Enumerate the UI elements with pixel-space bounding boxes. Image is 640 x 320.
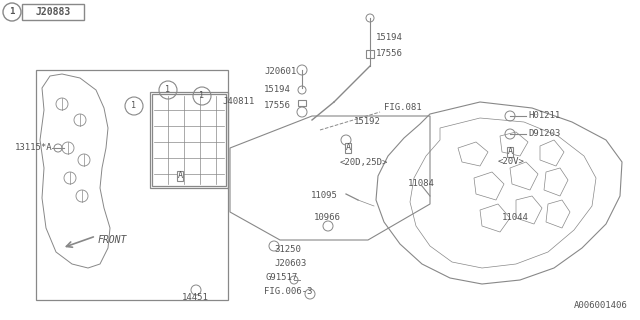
Text: 10966: 10966: [314, 213, 341, 222]
Text: D91203: D91203: [528, 130, 560, 139]
Text: 15192: 15192: [354, 117, 381, 126]
Text: 11084: 11084: [408, 180, 435, 188]
Bar: [22, 4, 84, 20]
Bar: [298, 100, 306, 106]
Text: 1: 1: [166, 85, 170, 94]
Text: FIG.081: FIG.081: [384, 103, 422, 113]
Text: 15194: 15194: [264, 85, 291, 94]
Text: 11095: 11095: [311, 191, 338, 201]
Text: 13115*A: 13115*A: [14, 143, 52, 153]
Text: 11044: 11044: [502, 213, 529, 222]
Text: 1: 1: [200, 92, 205, 100]
Text: 17556: 17556: [376, 49, 403, 58]
Text: 31250: 31250: [274, 245, 301, 254]
Text: A: A: [508, 148, 513, 156]
Text: J40811: J40811: [222, 98, 254, 107]
Bar: [36, 70, 228, 300]
Text: FIG.006-3: FIG.006-3: [264, 287, 312, 297]
Text: 17556: 17556: [264, 101, 291, 110]
Text: A: A: [346, 143, 351, 153]
Text: J20601: J20601: [264, 68, 296, 76]
Text: 14451: 14451: [182, 293, 209, 302]
Text: <20V>: <20V>: [498, 157, 525, 166]
Text: A006001406: A006001406: [574, 301, 628, 310]
Text: 1: 1: [131, 101, 136, 110]
Text: H01211: H01211: [528, 111, 560, 121]
Bar: [152, 94, 226, 186]
Bar: [366, 50, 374, 58]
Text: <20D,25D>: <20D,25D>: [340, 157, 388, 166]
Bar: [150, 92, 228, 188]
Text: G91517: G91517: [266, 274, 298, 283]
Text: 15194: 15194: [376, 33, 403, 42]
Text: J20603: J20603: [274, 260, 307, 268]
Text: 1: 1: [10, 7, 15, 17]
Text: FRONT: FRONT: [98, 235, 127, 245]
Text: J20883: J20883: [35, 7, 70, 17]
Text: A: A: [177, 172, 182, 180]
